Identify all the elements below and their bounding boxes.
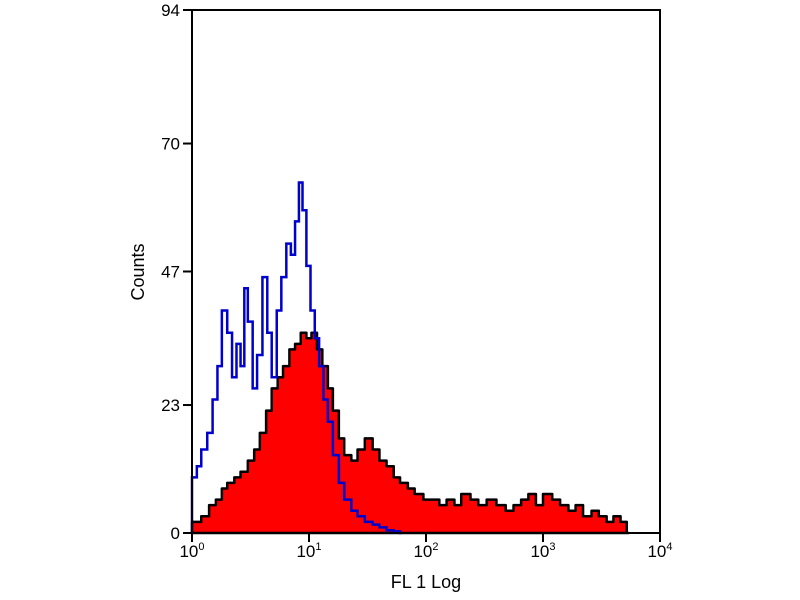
y-tick-label: 70 [161,135,180,154]
x-tick-label: 102 [413,541,438,561]
x-tick-label: 101 [296,541,321,561]
y-tick-label: 47 [161,263,180,282]
x-tick-label: 104 [647,541,672,561]
ticks-layer: 100 101 102 103 104 0 23 47 70 94 [161,1,672,561]
x-tick-label: 103 [530,541,555,561]
series-layer [190,181,631,535]
x-axis-title: FL 1 Log [391,572,461,592]
y-tick-label: 0 [171,524,180,543]
y-tick-label: 23 [161,396,180,415]
y-axis-title: Counts [128,243,148,300]
series-0-filled-area [190,331,631,535]
y-tick-label: 94 [161,1,180,20]
x-tick-label: 100 [179,541,204,561]
series-1-outline [190,181,403,535]
